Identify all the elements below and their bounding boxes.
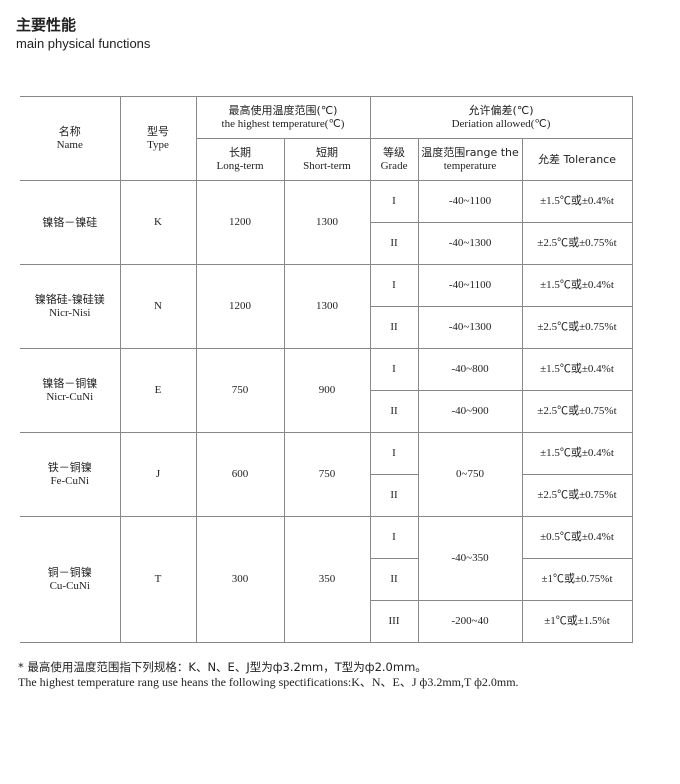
header-range: 温度范围range the temperature [417,138,523,181]
tolerance-cell: ±1℃或±1.5%t [521,600,633,643]
tolerance-cell: ±1.5℃或±0.4%t [521,348,633,391]
short-term-cell: 1300 [283,264,371,349]
long-term-cell: 300 [195,516,285,643]
grade-cell: I [369,180,419,223]
grade-cell: III [369,600,419,643]
range-cell: -40~800 [417,348,523,391]
tolerance-cell: ±2.5℃或±0.75%t [521,306,633,349]
section-title: 主要性能 [16,16,77,34]
long-term-cell: 1200 [195,180,285,265]
grade-cell: I [369,348,419,391]
tolerance-cell: ±2.5℃或±0.75%t [521,222,633,265]
header-grade: 等级 Grade [369,138,419,181]
tolerance-cell: ±1℃或±0.75%t [521,558,633,601]
grade-cell: I [369,432,419,475]
range-cell: -200~40 [417,600,523,643]
range-cell: -40~900 [417,390,523,433]
grade-cell: II [369,222,419,265]
name-cell: 镍铬硅-镍硅镁 Nicr-Nisi [20,264,121,349]
type-cell: T [119,516,197,643]
name-cell: 镍铬－铜镍 Nicr-CuNi [20,348,121,433]
table-row: 铜－铜镍 Cu-CuNi T 300 350 I -40~350 ±0.5℃或±0.4%t [20,516,633,643]
tolerance-cell: ±0.5℃或±0.4%t [521,516,633,559]
header-short-term: 短期 Short-term [283,138,371,181]
table-row: II -40~1300 ±2.5℃或±0.75%t [20,306,633,349]
range-cell: -40~350 [417,516,523,601]
name-cell: 铁－铜镍 Fe-CuNi [20,432,121,517]
grade-cell: II [369,474,419,517]
table-row: 铁－铜镍 Fe-CuNi J 600 750 I 0~750 ±1.5℃或±0.4%t [20,432,633,517]
tolerance-cell: ±2.5℃或±0.75%t [521,474,633,517]
header-tolerance: 允差 Tolerance [521,138,633,181]
type-cell: J [119,432,197,517]
type-cell: N [119,264,197,349]
table-row: II ±2.5℃或±0.75%t [20,474,633,517]
table-row: 镍铬硅-镍硅镁 Nicr-Nisi N 1200 1300 I -40~1100 ±1.5℃或… [20,264,633,349]
name-cell: 铜－铜镍 Cu-CuNi [20,516,121,643]
table-row: II ±1℃或±0.75%t [20,558,633,601]
header-deviation: 允许偏差(℃) Deriation allowed(℃) [369,96,633,139]
grade-cell: I [369,264,419,307]
type-cell: E [119,348,197,433]
range-cell: -40~1100 [417,264,523,307]
range-cell: -40~1300 [417,222,523,265]
header-max-temp: 最高使用温度范围(℃) the highest temperature(℃) [195,96,371,139]
grade-cell: II [369,306,419,349]
section-subtitle: main physical functions [16,36,151,51]
name-cell: 镍铬－镍硅 [20,180,121,265]
long-term-cell: 600 [195,432,285,517]
range-cell: 0~750 [417,432,523,517]
footnote: * 最高使用温度范围指下列规格：K、N、E、J型为ф3.2mm，T型为ф2.0m… [18,660,519,690]
tolerance-cell: ±2.5℃或±0.75%t [521,390,633,433]
short-term-cell: 1300 [283,180,371,265]
grade-cell: II [369,390,419,433]
tolerance-cell: ±1.5℃或±0.4%t [521,264,633,307]
short-term-cell: 750 [283,432,371,517]
footnote-cn: * 最高使用温度范围指下列规格：K、N、E、J型为ф3.2mm，T型为ф2.0m… [18,660,427,674]
table-row: 镍铬－镍硅 K 1200 1300 I -40~1100 ±1.5℃或±0.4%t [20,180,633,265]
long-term-cell: 750 [195,348,285,433]
header-name: 名称 Name [20,96,121,181]
header-long-term: 长期 Long-term [195,138,285,181]
table-row: 镍铬－铜镍 Nicr-CuNi E 750 900 I -40~800 ±1.5℃或±0.4%… [20,348,633,433]
grade-cell: I [369,516,419,559]
long-term-cell: 1200 [195,264,285,349]
header-type: 型号 Type [119,96,197,181]
table-row: III -200~40 ±1℃或±1.5%t [20,600,633,643]
tolerance-cell: ±1.5℃或±0.4%t [521,432,633,475]
performance-table: 名称 Name 型号 Type 最高使用温度范围(℃) the highest tem… [20,96,633,643]
footnote-en: The highest temperature rang use heans t… [18,675,519,689]
range-cell: -40~1300 [417,306,523,349]
range-cell: -40~1100 [417,180,523,223]
type-cell: K [119,180,197,265]
short-term-cell: 350 [283,516,371,643]
grade-cell: II [369,558,419,601]
tolerance-cell: ±1.5℃或±0.4%t [521,180,633,223]
table-row: II -40~1300 ±2.5℃或±0.75%t [20,222,633,265]
short-term-cell: 900 [283,348,371,433]
